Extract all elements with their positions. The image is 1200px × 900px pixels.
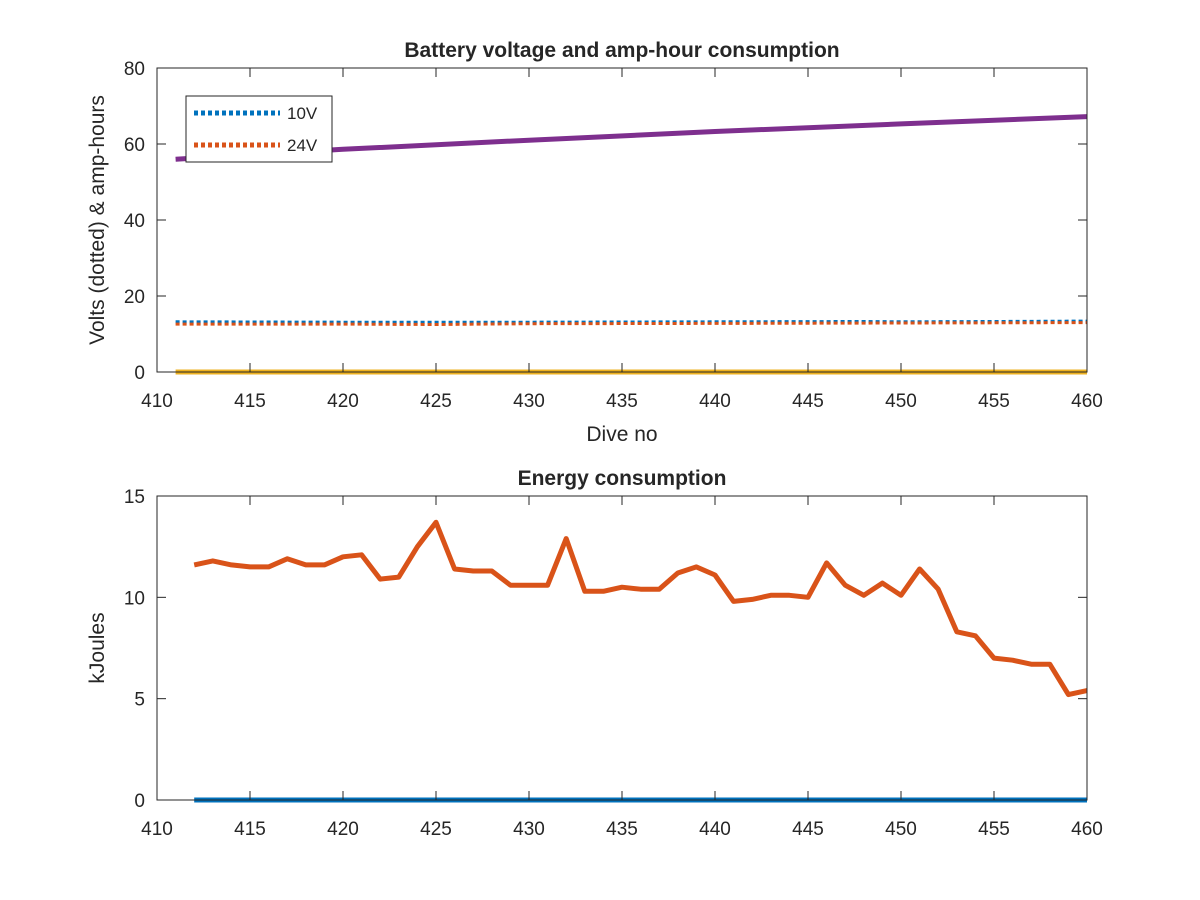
y-tick-label: 20 (124, 287, 145, 308)
legend-box (185, 95, 333, 163)
series-line-24v (175, 321, 1088, 326)
x-tick-label: 415 (234, 819, 266, 840)
x-tick-label: 460 (1071, 391, 1103, 412)
axes-box (156, 67, 1088, 373)
x-tick-label: 445 (792, 819, 824, 840)
x-tick-label: 410 (141, 819, 173, 840)
chart-title: Battery voltage and amp-hour consumption (404, 39, 839, 62)
x-tick-label: 425 (420, 391, 452, 412)
legend-label-24v: 24V (287, 136, 318, 155)
x-tick-label: 445 (792, 391, 824, 412)
axes-box (156, 495, 1088, 801)
energy-axes: 410 415 420 425 430 435 440 445 450 455 460051015 … (86, 467, 1103, 840)
x-tick-label: 415 (234, 391, 266, 412)
x-tick-label: 435 (606, 391, 638, 412)
x-tick-label: 455 (978, 391, 1010, 412)
plot-area (157, 496, 1087, 800)
tick-layer: 410 415 420 425 430 435 440 445 450 455 460 0 5 10 15 (124, 487, 1103, 840)
x-tick-label: 450 (885, 819, 917, 840)
y-tick-label: 5 (134, 690, 145, 711)
y-tick-label: 80 (124, 59, 145, 80)
x-tick-label: 420 (327, 391, 359, 412)
y-tick-label: 0 (134, 791, 145, 812)
voltage-amphour-axes: 410 415 420 425 430 435 440 445 450 455 460 0 20 40 60… (86, 39, 1103, 446)
y-tick-label: 40 (124, 211, 145, 232)
legend: 10V 24V (185, 95, 333, 163)
tick-layer: 410 415 420 425 430 435 440 445 450 455 460 0 20 40 60… (124, 59, 1103, 412)
y-tick-label: 10 (124, 588, 145, 609)
x-tick-label: 420 (327, 819, 359, 840)
x-axis-label: Dive no (586, 423, 657, 446)
x-tick-label: 440 (699, 819, 731, 840)
series-line-10v (175, 319, 1088, 324)
x-tick-label: 430 (513, 391, 545, 412)
y-tick-label: 60 (124, 135, 145, 156)
y-axis-label: Volts (dotted) & amp-hours (86, 95, 109, 345)
x-tick-label: 440 (699, 391, 731, 412)
chart-title: Energy consumption (518, 467, 727, 490)
x-tick-label: 410 (141, 391, 173, 412)
y-axis-label: kJoules (86, 612, 109, 683)
x-tick-label: 430 (513, 819, 545, 840)
x-tick-label: 425 (420, 819, 452, 840)
x-tick-label: 455 (978, 819, 1010, 840)
x-tick-label: 450 (885, 391, 917, 412)
series-line-series-1 (193, 519, 1088, 698)
y-tick-label: 15 (124, 487, 145, 508)
x-tick-label: 435 (606, 819, 638, 840)
x-tick-label: 460 (1071, 819, 1103, 840)
y-tick-label: 0 (134, 363, 145, 384)
legend-label-10v: 10V (287, 104, 318, 123)
